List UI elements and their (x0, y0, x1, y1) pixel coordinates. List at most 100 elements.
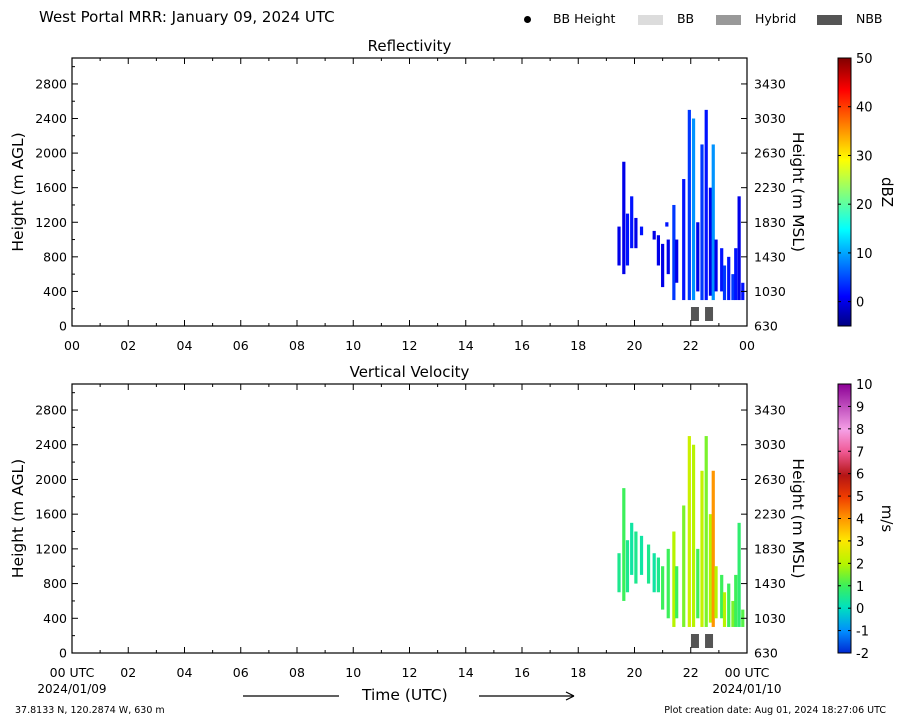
profile-bar-3 (630, 522, 634, 575)
profile-bar-25 (731, 600, 735, 627)
profile-bar-27 (737, 522, 741, 627)
profile-bar-16 (696, 222, 700, 292)
profile-bar-10 (666, 239, 670, 275)
colorbar-tick-label: 10 (856, 247, 873, 262)
profile-bar-19 (708, 187, 713, 296)
profile-bar-5 (639, 226, 644, 236)
y-tick-label: 1200 (35, 215, 67, 230)
profile-bar-16 (696, 548, 700, 619)
chart-title: Vertical Velocity (350, 363, 470, 381)
profile-bar-19 (708, 514, 713, 623)
y-tick-label: 2000 (35, 472, 67, 487)
profile-bar-9 (661, 566, 665, 610)
profile-bar-6 (652, 230, 656, 240)
profile-bar-11 (672, 531, 676, 627)
legend-bb: BB (638, 11, 694, 26)
x-tick-label: 08 (289, 338, 305, 353)
colorbar-tick-label: 7 (856, 445, 864, 460)
colorbar-tick-label: -2 (856, 647, 869, 662)
y2-tick-label: 2630 (754, 146, 786, 161)
profile-bar-22 (720, 248, 724, 292)
x-tick-label: 18 (570, 338, 586, 353)
station-location: 37.8133 N, 120.2874 W, 630 m (15, 705, 165, 716)
y2-tick-label: 1030 (754, 611, 786, 626)
legend-label-nbb: NBB (855, 11, 883, 26)
x-tick-label: 00 UTC (50, 665, 95, 680)
y2-tick-label: 1830 (754, 541, 786, 556)
profile-bar-4 (634, 217, 638, 249)
colorbar-tick-label: 20 (856, 198, 873, 213)
profile-bar-24 (727, 256, 731, 301)
y2-tick-label: 3430 (754, 403, 786, 418)
arrow-right-icon (565, 691, 575, 701)
x-tick-label: 12 (402, 665, 418, 680)
profile-bar-15 (691, 118, 696, 301)
colorbar-tick-label: 5 (856, 490, 864, 505)
profile-bar-3 (630, 196, 634, 249)
x-tick-label: 10 (345, 665, 361, 680)
y-tick-label: 2800 (35, 76, 67, 91)
nbb-marker-0 (690, 634, 699, 648)
x-tick-label: 00 UTC (725, 665, 770, 680)
profile-bar-22 (720, 574, 724, 619)
x-date-right: 2024/01/10 (712, 682, 781, 696)
profile-bar-7 (656, 235, 661, 266)
bb-swatch (638, 14, 663, 25)
x-tick-label: 08 (289, 665, 305, 680)
profile-bar-9 (665, 222, 669, 227)
colorbar-tick-label: 2 (856, 557, 864, 572)
y-tick-label: 0 (59, 319, 67, 334)
y-tick-label: 400 (43, 611, 67, 626)
profile-bar-2 (625, 540, 630, 593)
y2-tick-label: 630 (754, 319, 778, 334)
profile-bar-17 (700, 470, 704, 627)
profile-bar-15 (691, 444, 696, 627)
x-tick-label: 06 (233, 665, 249, 680)
x-date-left: 2024/01/09 (37, 682, 106, 696)
profile-bar-1 (622, 488, 626, 601)
profile-bar-8 (656, 557, 661, 593)
profile-bar-27 (737, 196, 741, 301)
plot-frame (71, 57, 748, 327)
colorbar-tick-label: 0 (856, 602, 864, 617)
profile-bar-21 (714, 566, 718, 619)
profile-bar-5 (639, 535, 644, 575)
profile-bar-1 (622, 161, 626, 275)
profile-bar-12 (675, 566, 679, 619)
y-tick-label: 800 (43, 576, 67, 591)
profile-bar-26 (734, 248, 738, 301)
legend-label-bb-height: BB Height (552, 11, 616, 26)
y-axis-label: Height (m AGL) (9, 459, 27, 578)
profile-bar-23 (722, 265, 727, 301)
profile-bar-7 (652, 553, 656, 593)
legend-label-bb: BB (676, 11, 695, 26)
profile-bar-26 (734, 574, 738, 627)
y-tick-label: 400 (43, 284, 67, 299)
y2-tick-label: 3430 (754, 76, 786, 91)
colorbar-label: dBZ (878, 177, 896, 207)
profile-bar-18 (704, 436, 708, 627)
legend-hybrid: Hybrid (716, 11, 796, 26)
x-tick-label: 20 (627, 338, 643, 353)
page-title: West Portal MRR: January 09, 2024 UTC (39, 8, 335, 26)
x-tick-label: 16 (514, 665, 530, 680)
plot-frame (71, 383, 748, 654)
x-tick-label: 14 (458, 338, 474, 353)
chart-title: Reflectivity (368, 37, 452, 55)
y-tick-label: 1600 (35, 180, 67, 195)
colorbar-tick-label: 10 (856, 378, 873, 393)
x-tick-label: 22 (683, 665, 699, 680)
legend-nbb: NBB (817, 11, 883, 26)
profile-bar-23 (722, 592, 727, 627)
profile-bar-20 (711, 144, 715, 301)
colorbar (837, 57, 852, 327)
colorbar-tick-label: 6 (856, 468, 864, 483)
profile-bar-12 (675, 239, 679, 283)
x-tick-label: 16 (514, 338, 530, 353)
y-tick-label: 1200 (35, 541, 67, 556)
y-tick-label: 2400 (35, 437, 67, 452)
y2-tick-label: 3030 (754, 111, 786, 126)
y2-tick-label: 3030 (754, 437, 786, 452)
profile-bar-0 (617, 226, 621, 266)
